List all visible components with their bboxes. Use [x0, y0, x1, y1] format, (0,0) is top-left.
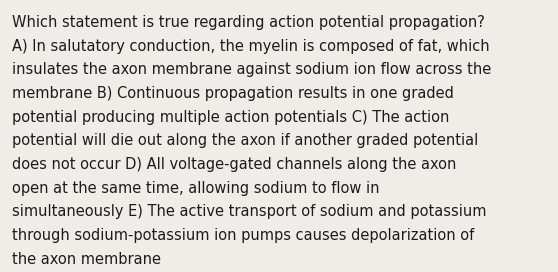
Text: membrane B) Continuous propagation results in one graded: membrane B) Continuous propagation resul… — [12, 86, 454, 101]
Text: the axon membrane: the axon membrane — [12, 252, 161, 267]
Text: insulates the axon membrane against sodium ion flow across the: insulates the axon membrane against sodi… — [12, 62, 492, 77]
Text: potential producing multiple action potentials C) The action: potential producing multiple action pote… — [12, 110, 450, 125]
Text: potential will die out along the axon if another graded potential: potential will die out along the axon if… — [12, 133, 479, 148]
Text: simultaneously E) The active transport of sodium and potassium: simultaneously E) The active transport o… — [12, 204, 487, 219]
Text: does not occur D) All voltage-gated channels along the axon: does not occur D) All voltage-gated chan… — [12, 157, 456, 172]
Text: open at the same time, allowing sodium to flow in: open at the same time, allowing sodium t… — [12, 181, 380, 196]
Text: Which statement is true regarding action potential propagation?: Which statement is true regarding action… — [12, 15, 485, 30]
Text: A) In salutatory conduction, the myelin is composed of fat, which: A) In salutatory conduction, the myelin … — [12, 39, 490, 54]
Text: through sodium-potassium ion pumps causes depolarization of: through sodium-potassium ion pumps cause… — [12, 228, 474, 243]
